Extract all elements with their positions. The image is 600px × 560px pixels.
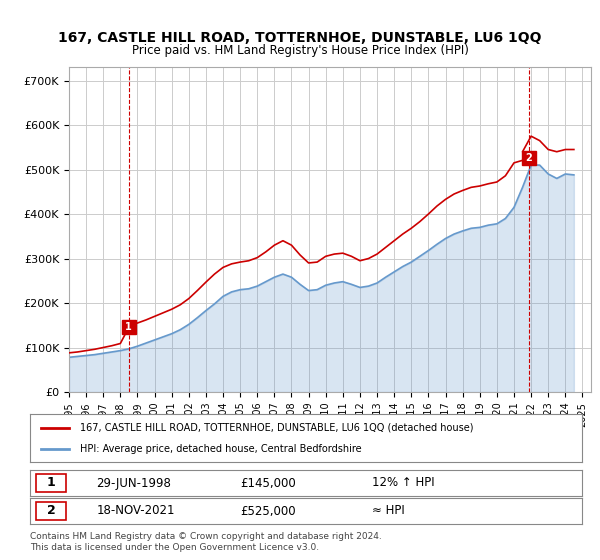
Text: Price paid vs. HM Land Registry's House Price Index (HPI): Price paid vs. HM Land Registry's House … <box>131 44 469 57</box>
Text: £145,000: £145,000 <box>240 477 296 489</box>
Text: 1: 1 <box>125 323 132 333</box>
Text: 29-JUN-1998: 29-JUN-1998 <box>96 477 171 489</box>
Text: 2: 2 <box>47 505 55 517</box>
Text: 2: 2 <box>526 153 532 164</box>
Text: 167, CASTLE HILL ROAD, TOTTERNHOE, DUNSTABLE, LU6 1QQ (detached house): 167, CASTLE HILL ROAD, TOTTERNHOE, DUNST… <box>80 423 473 433</box>
Text: £525,000: £525,000 <box>240 505 295 517</box>
FancyBboxPatch shape <box>35 502 66 520</box>
Text: 12% ↑ HPI: 12% ↑ HPI <box>372 477 435 489</box>
Text: 1: 1 <box>47 477 55 489</box>
Text: 167, CASTLE HILL ROAD, TOTTERNHOE, DUNSTABLE, LU6 1QQ: 167, CASTLE HILL ROAD, TOTTERNHOE, DUNST… <box>58 31 542 45</box>
Text: ≈ HPI: ≈ HPI <box>372 505 405 517</box>
Text: 18-NOV-2021: 18-NOV-2021 <box>96 505 175 517</box>
Text: Contains HM Land Registry data © Crown copyright and database right 2024.
This d: Contains HM Land Registry data © Crown c… <box>30 532 382 552</box>
FancyBboxPatch shape <box>35 474 66 492</box>
Text: HPI: Average price, detached house, Central Bedfordshire: HPI: Average price, detached house, Cent… <box>80 444 361 454</box>
